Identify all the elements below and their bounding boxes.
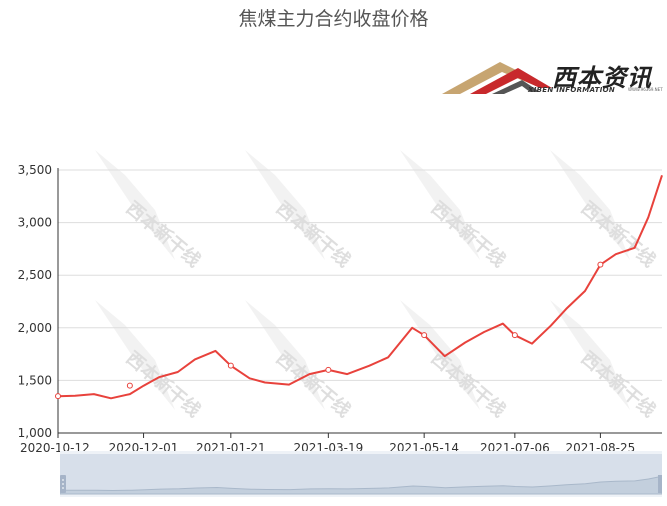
logo-mountain-red (470, 68, 552, 94)
y-axis: 1,000 1,500 2,000 2,500 3,000 3,500 (18, 163, 59, 440)
watermark-text: 西本新干线 (122, 347, 205, 422)
y-tick-label: 2,000 (18, 321, 52, 335)
watermark-3: 西本新干线 (550, 150, 660, 272)
y-tick-label: 3,500 (18, 163, 52, 177)
watermark-7: 西本新干线 (550, 300, 660, 422)
series-marker-1 (126, 382, 133, 389)
y-tick-label: 1,000 (18, 426, 52, 440)
y-tick-label: 3,000 (18, 216, 52, 230)
watermark-mark (400, 150, 480, 260)
watermark-text: 西本新干线 (427, 347, 510, 422)
series-marker-3 (325, 366, 332, 373)
series-marker-6 (597, 261, 604, 268)
logo-text-en: XIBEN INFORMATION (528, 86, 616, 94)
watermark-0: 西本新干线 (95, 150, 205, 272)
series-marker-4 (421, 332, 428, 339)
logo-text-cn: 西本资讯 (552, 64, 652, 92)
y-tick-label: 2,500 (18, 268, 52, 282)
data-zoom-left-handle[interactable] (60, 475, 66, 493)
watermark-text: 西本新干线 (577, 347, 660, 422)
series-marker-5 (511, 332, 518, 339)
series-line (57, 174, 663, 400)
series-marker-2 (227, 362, 234, 369)
series-marker-0 (55, 393, 61, 400)
watermark-text: 西本新干线 (577, 197, 660, 272)
grid-lines (58, 169, 662, 434)
logo-mountain-gold (442, 62, 548, 94)
watermark-text: 西本新干线 (122, 197, 205, 272)
watermark-mark (550, 150, 630, 260)
watermark-text: 西本新干线 (427, 197, 510, 272)
watermark-text: 西本新干线 (272, 197, 355, 272)
watermark-5: 西本新干线 (245, 300, 355, 422)
series-layer (55, 174, 663, 400)
xiben-logo (442, 62, 552, 94)
logo-mountain-dark (492, 80, 540, 94)
watermark-1: 西本新干线 (245, 150, 355, 272)
watermark-mark (95, 150, 175, 260)
watermark-4: 西本新干线 (95, 300, 205, 422)
watermark-6: 西本新干线 (400, 300, 510, 422)
chart-title: 焦煤主力合约收盘价格 (238, 8, 429, 30)
data-zoom-preview-line (60, 475, 662, 495)
y-tick-label: 1,500 (18, 373, 52, 387)
data-zoom-slider[interactable] (60, 451, 662, 497)
logo-url: WWW.96369.NET (628, 87, 663, 92)
watermark-mark (245, 150, 325, 260)
watermark-2: 西本新干线 (400, 150, 510, 272)
data-zoom-right-handle[interactable] (658, 475, 662, 493)
